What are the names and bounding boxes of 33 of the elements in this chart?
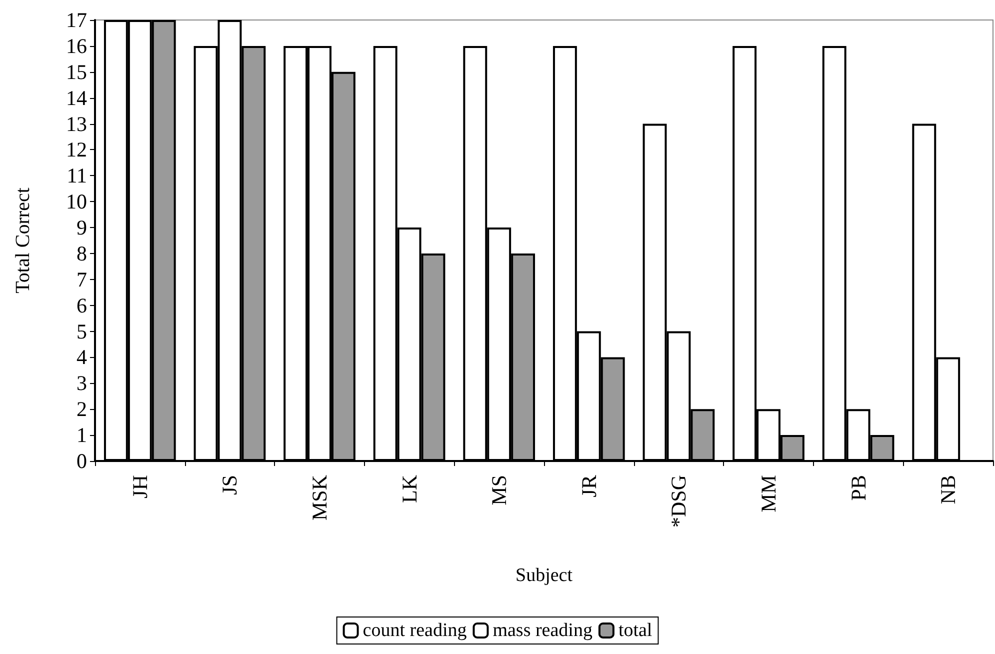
y-tick-label: 1 (76, 423, 87, 448)
x-tick-label: MSK (308, 475, 332, 521)
x-tick-label: *DSG (666, 475, 691, 528)
x-tick-label: MM (756, 474, 780, 512)
y-tick-label: 0 (76, 449, 87, 473)
legend-label: count reading (362, 620, 468, 641)
y-tick-label: 17 (66, 8, 87, 32)
y-tick-label: 14 (66, 86, 88, 110)
y-tick-label: 6 (76, 293, 87, 318)
x-tick-label: NB (936, 475, 960, 504)
y-tick-label: 12 (66, 138, 87, 162)
y-tick-label: 4 (76, 345, 88, 370)
x-tick-label: MS (487, 475, 512, 506)
y-tick-label: 13 (66, 112, 87, 136)
x-axis-title: Subject (516, 565, 574, 586)
legend-label: total (618, 620, 652, 641)
y-tick-label: 8 (76, 241, 87, 266)
y-tick-label: 11 (66, 164, 87, 188)
x-tick-label: JH (128, 475, 152, 498)
y-tick-label: 9 (76, 216, 87, 240)
y-tick-label: 10 (66, 190, 87, 214)
x-tick-label: JR (576, 475, 601, 498)
y-tick-label: 2 (76, 397, 87, 422)
y-tick-label: 5 (76, 319, 87, 344)
x-tick-label: PB (846, 475, 870, 501)
x-tick-label: JS (218, 475, 242, 495)
y-tick-label: 15 (66, 60, 87, 84)
y-axis-title: Total Correct (12, 187, 34, 294)
y-tick-label: 7 (76, 267, 87, 292)
y-tick-label: 16 (66, 34, 87, 58)
legend-label: mass reading (492, 620, 593, 641)
y-tick-label: 3 (76, 371, 87, 396)
x-tick-label: LK (397, 475, 422, 503)
